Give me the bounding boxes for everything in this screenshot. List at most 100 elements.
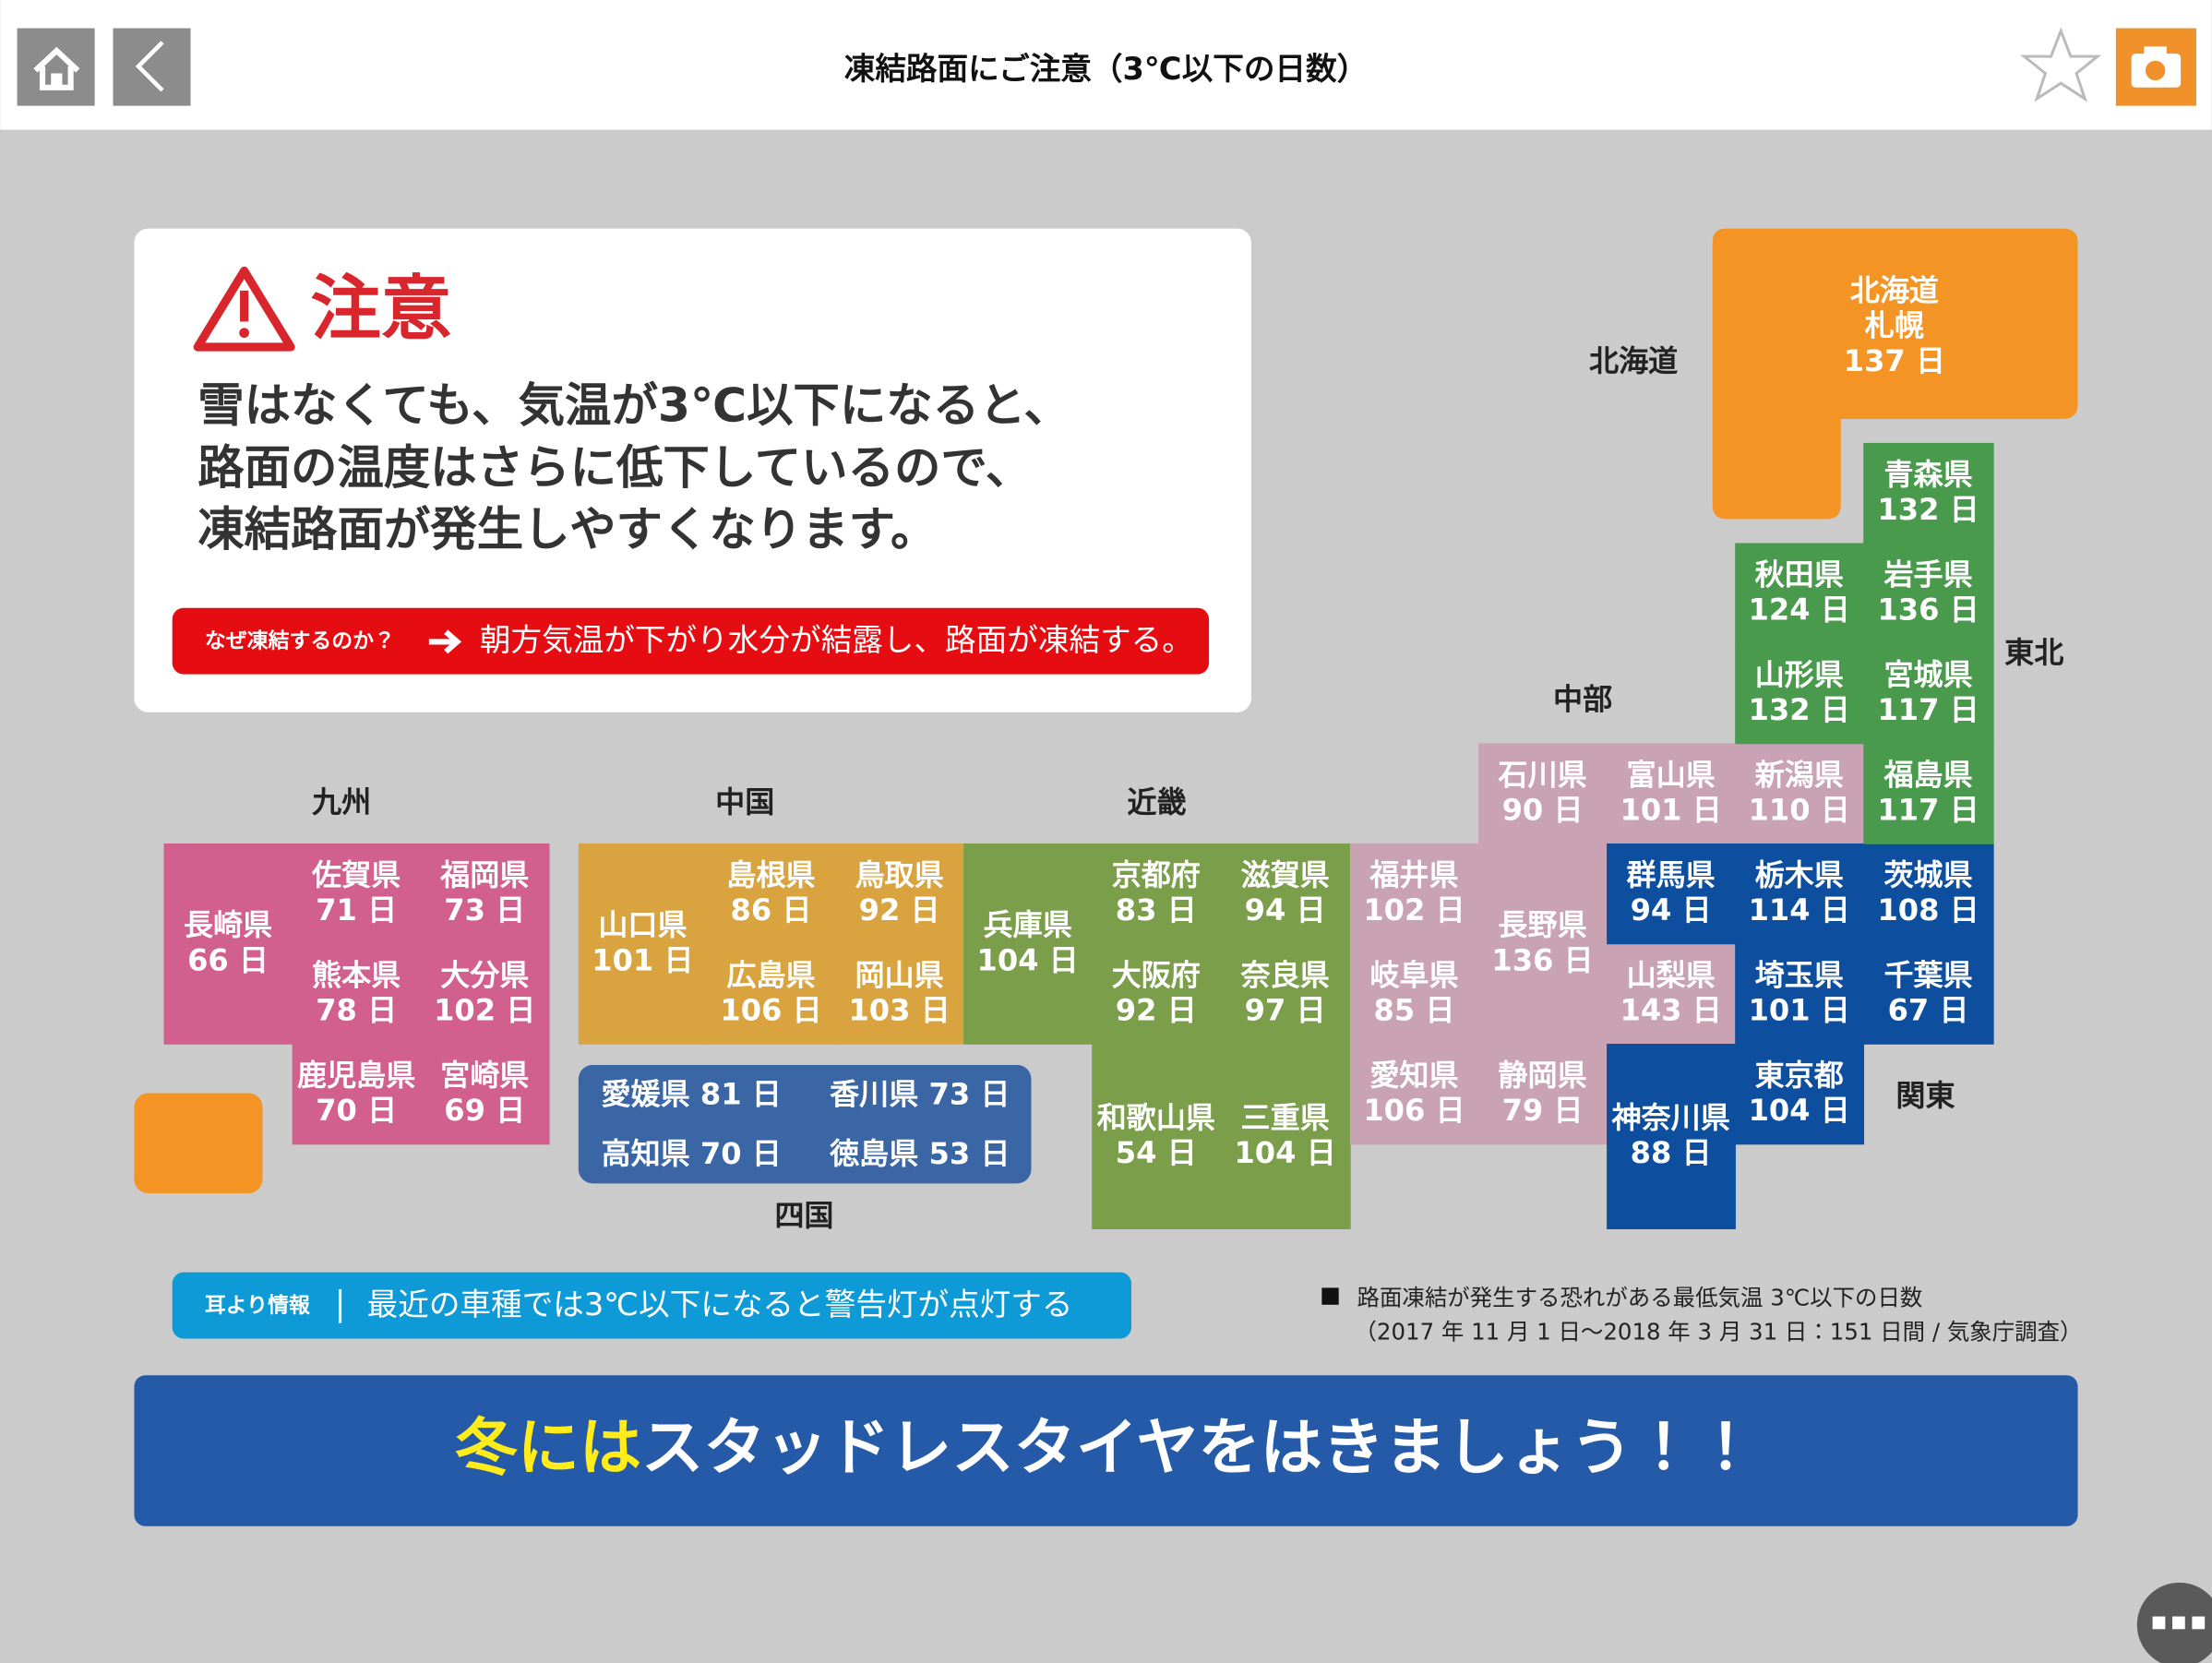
shikoku-entry: 愛媛県 81 日 bbox=[601, 1077, 781, 1112]
tile-days: 101 日 bbox=[592, 942, 693, 977]
prefecture-tile bbox=[420, 843, 550, 945]
prefecture-tile bbox=[1220, 843, 1351, 945]
prefecture-tile bbox=[292, 843, 422, 945]
prefecture-tile bbox=[420, 943, 550, 1045]
hokkaido-tile bbox=[1712, 228, 2078, 520]
prefecture-tile bbox=[1607, 943, 1736, 1045]
tile-days: 69 日 bbox=[444, 1093, 525, 1128]
tile-days: 71 日 bbox=[316, 892, 397, 927]
tile-name: 滋賀県 bbox=[1240, 857, 1329, 892]
tile-name: 山口県 bbox=[598, 907, 687, 942]
tile-name: 高知県 bbox=[601, 1136, 689, 1171]
prefecture-tile bbox=[1478, 1044, 1608, 1145]
back-button[interactable] bbox=[113, 28, 191, 106]
tip-divider bbox=[339, 1288, 342, 1323]
prefecture-tile bbox=[420, 1044, 550, 1145]
tile-name: 愛知県 bbox=[1369, 1058, 1458, 1093]
tile-days: 104 日 bbox=[1749, 1093, 1850, 1128]
tile-name: 兵庫県 bbox=[984, 907, 1072, 942]
tile-name: 埼玉県 bbox=[1755, 957, 1844, 992]
why-arrow bbox=[428, 629, 462, 654]
tile-name: 岐阜県 bbox=[1369, 957, 1458, 992]
shikoku-tile bbox=[578, 1064, 1032, 1184]
region-label: 四国 bbox=[774, 1198, 833, 1233]
tile-days: 132 日 bbox=[1749, 692, 1850, 727]
tile-days: 54 日 bbox=[1116, 1135, 1197, 1170]
prefecture-tile bbox=[1863, 743, 1994, 844]
tile-days: 136 日 bbox=[1877, 592, 1979, 628]
banner-highlight: 冬には bbox=[455, 1411, 641, 1483]
tile-name: 茨城県 bbox=[1883, 857, 1972, 892]
tile-days: 106 日 bbox=[720, 993, 821, 1028]
tile-name: 和歌山県 bbox=[1097, 1100, 1215, 1135]
prefecture-tile bbox=[1607, 1044, 1736, 1230]
tile-days: 70 日 bbox=[316, 1093, 397, 1128]
tile-days: 53 日 bbox=[929, 1136, 1010, 1171]
warning-line: 凍結路面が発生しやすくなります。 bbox=[197, 502, 937, 556]
prefecture-tile bbox=[1863, 843, 1994, 945]
region-label: 中部 bbox=[1553, 682, 1612, 717]
prefecture-tile bbox=[1349, 843, 1479, 945]
warning-heading: 注意 bbox=[310, 268, 451, 350]
tile-name: 鹿児島県 bbox=[297, 1058, 415, 1093]
warning-line: 雪はなくても、気温が3℃以下になると、 bbox=[197, 378, 1070, 433]
tile-name: 栃木県 bbox=[1755, 857, 1844, 892]
tile-days: 124 日 bbox=[1749, 592, 1850, 628]
note-line: 路面凍結が発生する恐れがある最低気温 3℃以下の日数 bbox=[1357, 1285, 1923, 1311]
tile-name: 岩手県 bbox=[1883, 556, 1972, 592]
prefecture-tile bbox=[1735, 843, 1865, 945]
prefecture-tile bbox=[578, 843, 708, 1045]
prefecture-tile bbox=[163, 843, 293, 1045]
camera-button[interactable] bbox=[2115, 28, 2196, 106]
tile-name: 香川県 bbox=[830, 1077, 918, 1112]
tile-days: 114 日 bbox=[1749, 892, 1850, 927]
tile-name: 佐賀県 bbox=[311, 857, 401, 892]
prefecture-tile bbox=[1863, 442, 1994, 544]
favorite-button[interactable] bbox=[2020, 27, 2102, 102]
tile-days: 94 日 bbox=[1631, 892, 1712, 927]
prefecture-tile bbox=[1092, 1044, 1222, 1230]
tile-days: 104 日 bbox=[977, 942, 1079, 977]
tile-name: 千葉県 bbox=[1883, 957, 1972, 992]
tile-days: 73 日 bbox=[929, 1077, 1010, 1112]
warning-icon-bar bbox=[240, 290, 249, 322]
tile-days: 106 日 bbox=[1363, 1093, 1465, 1128]
prefecture-tile bbox=[835, 943, 964, 1045]
tile-days: 78 日 bbox=[316, 993, 397, 1028]
prefecture-tile bbox=[1092, 943, 1222, 1045]
tile-name: 秋田県 bbox=[1755, 556, 1844, 592]
header-bar bbox=[0, 0, 2212, 130]
tip-label: 耳より情報 bbox=[205, 1293, 311, 1318]
tile-name: 群馬県 bbox=[1627, 857, 1716, 892]
tile-days: 136 日 bbox=[1491, 942, 1593, 977]
shikoku-entry: 香川県 73 日 bbox=[830, 1077, 1010, 1112]
tile-name: 奈良県 bbox=[1239, 957, 1329, 992]
home-button[interactable] bbox=[17, 28, 95, 106]
tile-name: 東京都 bbox=[1755, 1058, 1844, 1093]
prefecture-tile bbox=[1735, 642, 1865, 745]
banner-main: スタッドレスタイヤをはきましょう！！ bbox=[641, 1411, 1756, 1483]
tile-name: 鳥取県 bbox=[855, 857, 943, 892]
prefecture-tile bbox=[1735, 543, 1865, 644]
tile-name: 札幌 bbox=[1865, 308, 1924, 343]
prefecture-tile bbox=[1863, 943, 1994, 1045]
tile-name: 大阪府 bbox=[1112, 957, 1201, 992]
prefecture-tile bbox=[706, 943, 836, 1045]
tile-name: 長野県 bbox=[1498, 907, 1586, 942]
shikoku-entry: 高知県 70 日 bbox=[601, 1136, 781, 1171]
menu-button[interactable] bbox=[2136, 1582, 2212, 1663]
page-title: 凍結路面にご注意（3℃以下の日数） bbox=[844, 51, 1369, 87]
tile-name: 長崎県 bbox=[184, 907, 272, 942]
tile-name: 山形県 bbox=[1755, 657, 1844, 692]
why-text: 朝方気温が下がり水分が結露し、路面が凍結する。 bbox=[480, 622, 1193, 658]
tile-days: 88 日 bbox=[1631, 1135, 1712, 1170]
tile-name: 神奈川県 bbox=[1610, 1100, 1729, 1135]
region-label: 中国 bbox=[715, 784, 774, 820]
prefecture-tile bbox=[1349, 943, 1479, 1045]
tile-days: 117 日 bbox=[1877, 793, 1979, 828]
tile-days: 143 日 bbox=[1620, 993, 1722, 1028]
why-label: なぜ凍結するのか？ bbox=[205, 628, 395, 653]
prefecture-tile bbox=[1607, 743, 1736, 844]
